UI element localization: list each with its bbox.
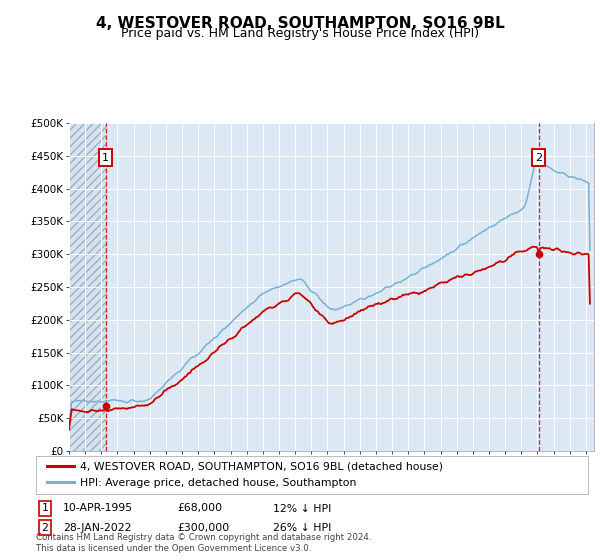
Text: 1: 1 bbox=[102, 152, 109, 162]
Text: 2: 2 bbox=[41, 522, 49, 533]
Text: £68,000: £68,000 bbox=[177, 503, 222, 514]
Text: 1: 1 bbox=[41, 503, 49, 514]
Text: £300,000: £300,000 bbox=[177, 522, 229, 533]
Text: 26% ↓ HPI: 26% ↓ HPI bbox=[273, 522, 331, 533]
Text: 10-APR-1995: 10-APR-1995 bbox=[63, 503, 133, 514]
Text: 28-JAN-2022: 28-JAN-2022 bbox=[63, 522, 131, 533]
Text: Contains HM Land Registry data © Crown copyright and database right 2024.
This d: Contains HM Land Registry data © Crown c… bbox=[36, 533, 371, 553]
Text: 12% ↓ HPI: 12% ↓ HPI bbox=[273, 503, 331, 514]
Text: Price paid vs. HM Land Registry's House Price Index (HPI): Price paid vs. HM Land Registry's House … bbox=[121, 27, 479, 40]
Text: 4, WESTOVER ROAD, SOUTHAMPTON, SO16 9BL: 4, WESTOVER ROAD, SOUTHAMPTON, SO16 9BL bbox=[95, 16, 505, 31]
Bar bbox=[69, 123, 106, 451]
Bar bbox=[69, 123, 106, 451]
Legend: 4, WESTOVER ROAD, SOUTHAMPTON, SO16 9BL (detached house), HPI: Average price, de: 4, WESTOVER ROAD, SOUTHAMPTON, SO16 9BL … bbox=[41, 456, 449, 493]
Text: 2: 2 bbox=[535, 152, 542, 162]
